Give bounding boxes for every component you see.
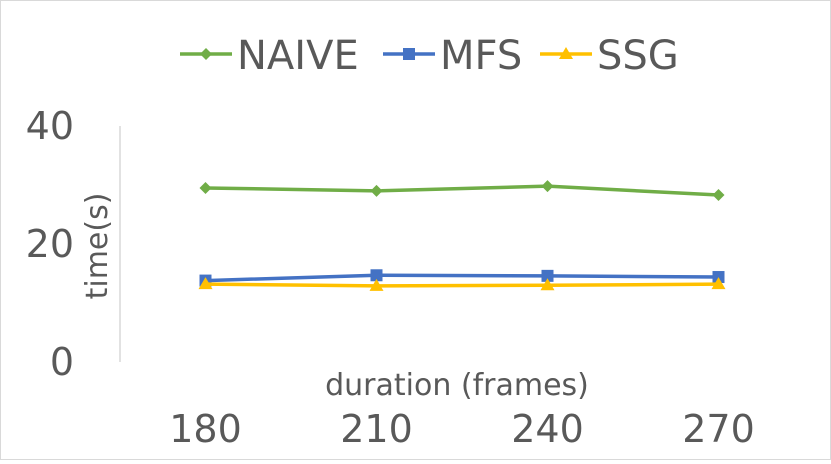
y-axis-title: time(s) [80,193,115,300]
data-point-mfs [370,269,383,282]
data-point-ssg [369,278,384,291]
data-point-ssg [711,277,726,290]
series-ssg [198,277,726,291]
data-point-mfs [712,271,725,284]
legend-item-mfs: MFS [383,33,522,79]
series-naive [199,180,725,202]
series-layer [198,180,726,291]
x-tick-label: 240 [511,407,584,451]
data-point-ssg [198,277,213,290]
x-tick-label: 210 [340,407,413,451]
y-tick-labels: 0 20 40 [26,104,74,384]
y-tick-label: 40 [26,104,74,148]
data-point-naive [712,189,725,202]
x-tick-labels: 180 210 240 270 [169,407,755,451]
data-point-naive [199,181,212,194]
x-axis-title: duration (frames) [325,368,589,403]
legend-swatch-marker [559,47,573,59]
legend-label: SSG [597,33,679,79]
data-point-naive [541,180,554,193]
legend-label: MFS [440,33,522,79]
legend-label: NAIVE [237,33,359,79]
legend-swatch-marker [403,48,415,60]
y-tick-label: 20 [26,222,74,266]
legend-swatch-marker [200,48,212,60]
y-tick-label: 0 [50,340,74,384]
series-line-mfs [205,273,719,283]
x-tick-label: 180 [169,407,242,451]
legend: NAIVE MFS SSG [180,33,679,79]
series-line-ssg [205,282,719,288]
data-point-mfs [541,269,554,282]
legend-item-ssg: SSG [540,33,679,79]
x-tick-label: 270 [682,407,755,451]
series-line-naive [205,184,719,197]
legend-item-naive: NAIVE [180,33,359,79]
data-point-naive [370,184,383,197]
data-point-ssg [540,278,555,291]
